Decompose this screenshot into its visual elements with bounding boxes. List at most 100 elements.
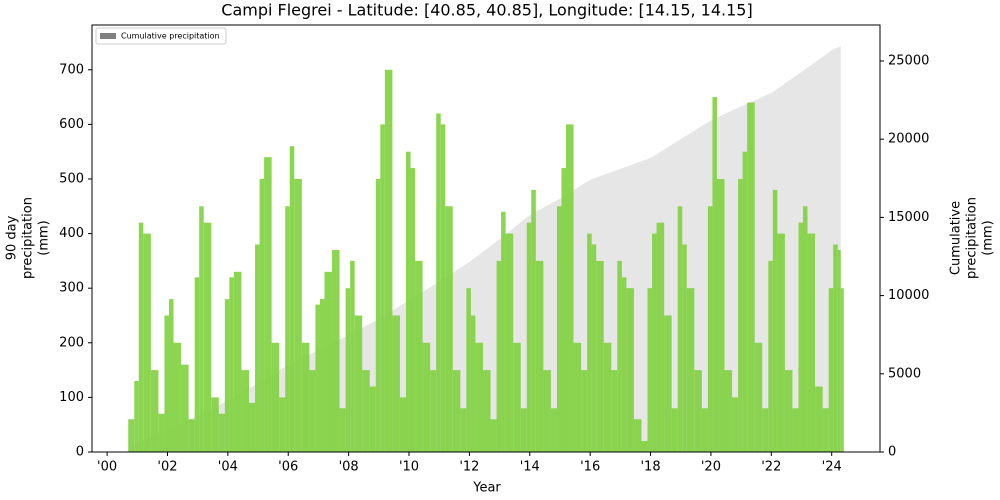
bar <box>587 233 592 452</box>
x-tick-label: '08 <box>339 460 359 475</box>
bar <box>259 178 265 452</box>
bar <box>301 342 310 452</box>
y-axis-label: 90 day precipitation (mm) <box>5 197 52 279</box>
bar <box>626 288 634 452</box>
bar <box>701 408 708 452</box>
bar <box>803 206 808 452</box>
x-tick-label: '14 <box>520 460 540 475</box>
bar <box>550 408 557 452</box>
legend-box <box>95 27 227 45</box>
bar <box>203 222 212 452</box>
legend-label: Cumulative precipitation <box>121 32 220 41</box>
bar <box>747 102 755 453</box>
bar <box>466 288 471 452</box>
bar <box>732 397 739 452</box>
bar <box>664 315 672 452</box>
bar <box>573 342 582 452</box>
x-tick-label: '22 <box>761 460 781 475</box>
bar <box>656 222 665 452</box>
bar <box>271 342 280 452</box>
x-tick-label: '12 <box>459 460 479 475</box>
x-tick-label: '02 <box>157 460 177 475</box>
bar <box>777 233 785 452</box>
y2-tick-label: 15000 <box>888 210 929 225</box>
bar <box>430 370 437 452</box>
x-tick-label: '24 <box>822 460 842 475</box>
chart-title: Campi Flegrei - Latitude: [40.85, 40.85]… <box>221 1 752 20</box>
y2-axis-label-line: precipitation <box>965 197 980 279</box>
y2-axis-label: Cumulative precipitation (mm) <box>949 197 996 279</box>
bar <box>840 288 844 452</box>
bar <box>792 408 799 452</box>
y-tick-label: 200 <box>59 335 84 350</box>
bar <box>350 260 355 452</box>
bar <box>652 233 657 452</box>
bar <box>470 315 476 452</box>
bar <box>815 386 823 452</box>
bar <box>218 413 225 452</box>
bar <box>694 370 702 452</box>
bar <box>138 222 144 452</box>
bar <box>315 304 320 452</box>
bar <box>415 260 423 452</box>
bar <box>309 370 316 452</box>
bar <box>194 277 200 452</box>
bar <box>596 260 604 452</box>
bar <box>294 178 302 452</box>
bar <box>707 206 713 452</box>
bar <box>561 168 567 452</box>
bar <box>520 408 527 452</box>
bar <box>224 299 230 452</box>
bar <box>158 413 165 452</box>
bar <box>617 260 622 452</box>
bar <box>233 271 242 452</box>
x-tick-label: '18 <box>640 460 660 475</box>
bar <box>319 299 325 452</box>
bar <box>405 151 411 453</box>
bar <box>686 288 695 452</box>
y-tick-label: 100 <box>59 390 84 405</box>
y-tick-label: 700 <box>59 62 84 77</box>
bar <box>128 419 135 452</box>
bar <box>324 271 333 452</box>
bar <box>168 299 174 452</box>
bar <box>445 206 453 452</box>
bar <box>621 277 627 452</box>
bar <box>671 408 678 452</box>
bar <box>712 97 717 453</box>
bar <box>716 178 725 452</box>
bar <box>513 342 521 452</box>
bar <box>375 178 381 452</box>
bar <box>482 370 491 452</box>
bar <box>199 206 204 452</box>
y2-tick-label: 20000 <box>888 132 929 147</box>
bar <box>535 260 544 452</box>
bar <box>264 157 272 452</box>
bar <box>807 233 816 452</box>
x-tick-label: '20 <box>701 460 721 475</box>
y-tick-label: 500 <box>59 171 84 186</box>
y2-tick-label: 5000 <box>888 366 921 381</box>
bar <box>738 178 743 452</box>
legend-swatch <box>100 33 116 39</box>
y-tick-label: 600 <box>59 117 84 132</box>
bar <box>762 408 769 452</box>
x-tick-label: '04 <box>218 460 238 475</box>
bar <box>496 260 502 452</box>
y2-tick-label: 25000 <box>888 53 929 68</box>
x-axis-label: Year <box>472 481 501 496</box>
bar <box>150 370 159 452</box>
bar <box>611 370 618 452</box>
bar <box>754 342 763 452</box>
bar <box>248 402 256 452</box>
y2-tick-label: 10000 <box>888 288 929 303</box>
bar <box>436 113 441 453</box>
bar <box>581 370 588 452</box>
x-tick-label: '06 <box>278 460 298 475</box>
bar <box>591 244 597 452</box>
bar <box>641 441 648 452</box>
bar <box>833 244 838 452</box>
bar <box>134 381 139 452</box>
y-axis-label-line: 90 day <box>5 215 20 260</box>
